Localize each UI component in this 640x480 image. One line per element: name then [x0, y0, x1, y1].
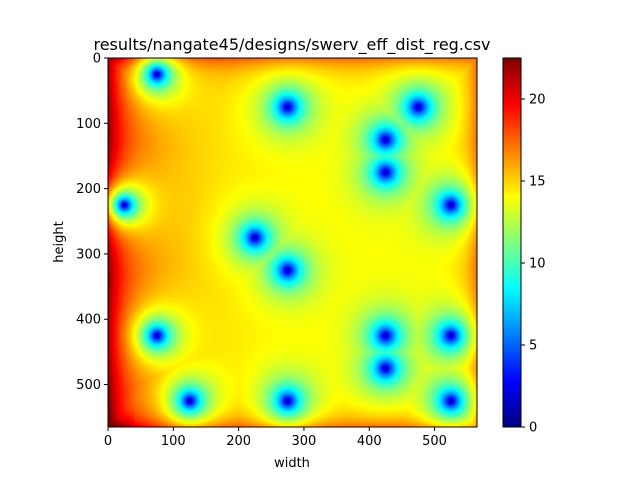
x-tick-label: 500 [422, 434, 447, 449]
colorbar-tick-label: 10 [529, 257, 546, 272]
x-axis-label: width [274, 456, 310, 471]
x-tick-label: 100 [161, 434, 186, 449]
colorbar-tick-label: 15 [529, 175, 546, 190]
colorbar-axis: 0 5 10 15 20 [521, 93, 546, 436]
y-tick-label: 200 [76, 182, 101, 197]
colorbar-gradient [503, 58, 521, 427]
colorbar: 0 5 10 15 20 [502, 57, 546, 436]
plot-frame [107, 57, 478, 428]
y-tick-label: 400 [76, 313, 101, 328]
heatmap-image [108, 58, 477, 427]
colorbar-frame [502, 57, 522, 428]
colorbar-tick-label: 0 [529, 421, 537, 436]
colorbar-tick-label: 20 [529, 93, 546, 108]
y-axis-label: height [52, 221, 67, 262]
x-tick-label: 300 [292, 434, 317, 449]
x-tick-label: 200 [226, 434, 251, 449]
y-tick-label: 500 [76, 378, 101, 393]
heatmap-plot [107, 57, 478, 428]
y-tick-label: 300 [76, 247, 101, 262]
colorbar-tick-label: 5 [529, 339, 537, 354]
y-tick-label: 100 [76, 117, 101, 132]
x-axis: 0 100 200 300 400 500 [104, 427, 447, 449]
y-axis: 0 100 200 300 400 500 [76, 52, 108, 393]
x-tick-label: 0 [104, 434, 112, 449]
x-tick-label: 400 [357, 434, 382, 449]
chart-title: results/nangate45/designs/swerv_eff_dist… [93, 35, 490, 55]
y-tick-label: 0 [93, 52, 101, 67]
